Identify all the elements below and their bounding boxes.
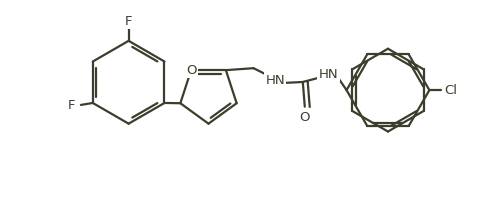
Text: O: O — [300, 111, 310, 124]
Text: Cl: Cl — [445, 84, 458, 97]
Text: F: F — [125, 15, 132, 28]
Text: F: F — [67, 99, 75, 112]
Text: HN: HN — [265, 74, 285, 87]
Text: O: O — [186, 64, 196, 77]
Text: HN: HN — [319, 68, 338, 81]
